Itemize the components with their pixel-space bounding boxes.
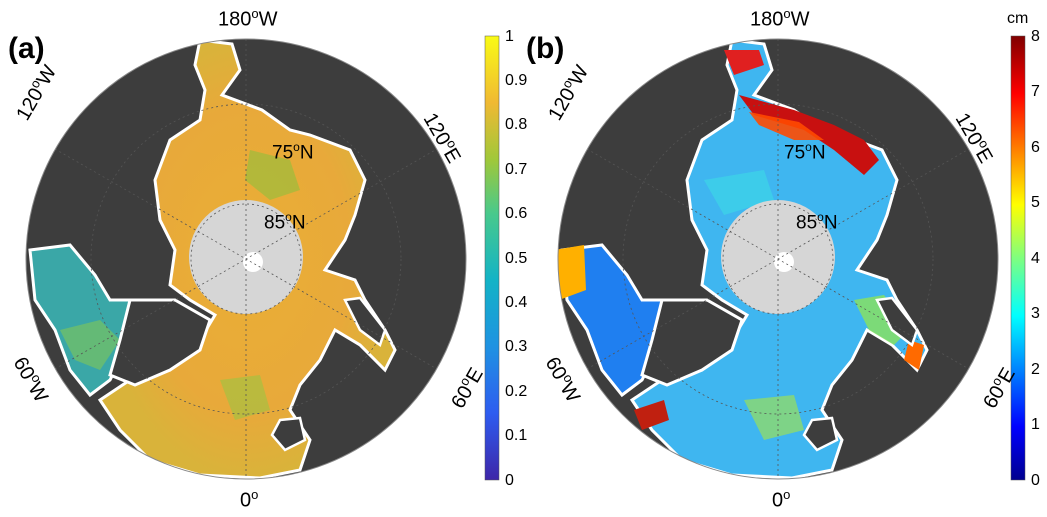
lon-label-top: 180oW (218, 6, 278, 31)
hot-zone (739, 95, 879, 175)
colorbar-b (1010, 35, 1026, 481)
map-frame (557, 38, 999, 480)
lat-label-85: 85oN (796, 210, 838, 234)
lat-label-75: 75oN (784, 140, 826, 164)
panel-label: (a) (8, 32, 45, 65)
colorbar-tick: 5 (1031, 194, 1040, 211)
svalbard-b (802, 416, 839, 452)
greenland-a (108, 298, 212, 387)
hot-zone (558, 245, 586, 300)
colorbar-tick: 0.8 (505, 116, 528, 133)
lon-label-bottom: 0o (772, 487, 791, 512)
ice-patch (245, 150, 300, 200)
pole-center (243, 252, 263, 272)
svalbard-a (270, 416, 307, 452)
panel-a: (a) 180oW 120oW 120oE 60oW 60oE 0o 75oN … (8, 6, 528, 512)
hot-zone (904, 340, 924, 370)
lon-label-top: 180oW (750, 6, 810, 31)
ice-patch (220, 375, 270, 420)
colorbar-tick: 3 (1031, 305, 1040, 322)
cool-zone (704, 170, 774, 215)
ice-patch (60, 320, 120, 370)
meridians (586, 39, 970, 479)
colorbar-tick: 0.4 (505, 294, 528, 311)
greenland-b (640, 298, 744, 387)
colorbar-tick: 4 (1031, 250, 1040, 267)
warm-zone (744, 395, 804, 440)
lat-label-75: 75oN (272, 140, 314, 164)
panel-b: (b) 180oW 120oW 120oE 60oW 60oE 0o 75oN … (524, 0, 1047, 517)
colorbar-tick: 0.2 (505, 383, 528, 400)
meridians (54, 39, 438, 479)
colorbar-tick: 0 (1031, 472, 1040, 489)
hot-zone (634, 400, 669, 430)
colorbar-tick: 1 (505, 28, 514, 45)
hot-zone (724, 50, 764, 75)
colorbar-tick: 0.5 (505, 250, 528, 267)
colorbar-a (484, 35, 500, 481)
colorbar-tick: 0.7 (505, 161, 528, 178)
novaya-zemlya-b (875, 296, 919, 348)
colorbar-tick: 0.1 (505, 427, 528, 444)
novaya-zemlya-a (343, 296, 387, 348)
hot-zone (749, 112, 824, 140)
lat-label-85: 85oN (264, 210, 306, 234)
colorbar-tick: 8 (1031, 28, 1040, 45)
colorbar-tick: 2 (1031, 361, 1040, 378)
map-frame (25, 38, 467, 480)
lon-label-bottom: 0o (240, 487, 259, 512)
colorbar-tick: 0.3 (505, 338, 528, 355)
colorbar-tick: 6 (1031, 139, 1040, 156)
pole-center (774, 252, 794, 272)
map-a (25, 35, 500, 481)
colorbar-tick: 7 (1031, 83, 1040, 100)
panel-label: (b) (526, 32, 565, 65)
colorbar-unit: cm (1007, 10, 1029, 27)
map-b (557, 35, 1026, 481)
colorbar-tick: 0.9 (505, 72, 528, 89)
colorbar-tick: 1 (1031, 416, 1040, 433)
colorbar-tick: 0 (505, 472, 514, 489)
colorbar-tick: 0.6 (505, 205, 528, 222)
